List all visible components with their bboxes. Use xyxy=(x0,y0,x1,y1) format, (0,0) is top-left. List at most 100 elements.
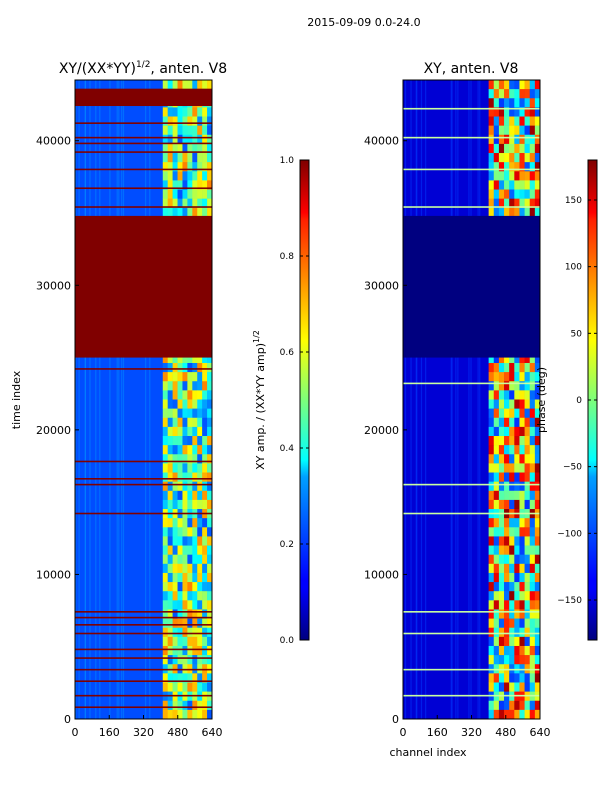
heatmap-cell xyxy=(197,426,203,437)
heatmap-cell xyxy=(488,116,495,126)
heatmap-cell xyxy=(162,80,168,90)
heatmap-cell xyxy=(172,682,178,692)
heatmap-cell xyxy=(197,134,203,145)
heatmap-cell xyxy=(519,645,525,656)
heatmap-cell xyxy=(529,426,536,437)
heatmap-cell xyxy=(182,143,188,154)
heatmap-cell xyxy=(207,536,213,546)
heatmap-cell xyxy=(207,655,213,665)
heatmap-cell xyxy=(509,98,515,108)
heatmap-cell xyxy=(207,134,213,145)
heatmap-cell xyxy=(182,591,188,601)
flag-row xyxy=(75,680,212,683)
heatmap-cell xyxy=(202,591,208,601)
heatmap-cell xyxy=(167,390,173,400)
heatmap-cell xyxy=(524,171,531,181)
heatmap-stripe xyxy=(149,80,151,719)
heatmap-cell xyxy=(162,417,168,428)
heatmap-cell xyxy=(197,353,203,364)
heatmap-cell xyxy=(534,545,541,555)
heatmap-cell xyxy=(172,545,178,555)
colorbar-tick-label: 1.0 xyxy=(280,156,295,166)
heatmap-stripe xyxy=(450,80,452,719)
heatmap-cell xyxy=(514,143,520,154)
heatmap-cell xyxy=(162,618,168,629)
heatmap-cell xyxy=(202,655,208,665)
heatmap-cell xyxy=(488,454,495,464)
heatmap-cell xyxy=(187,162,193,172)
heatmap-cell xyxy=(207,518,213,528)
heatmap-cell xyxy=(529,481,536,492)
heatmap-cell xyxy=(514,709,520,720)
heatmap-cell xyxy=(192,709,198,720)
heatmap-cell xyxy=(529,454,536,464)
heatmap-cell xyxy=(488,609,495,619)
heatmap-cell xyxy=(182,80,188,90)
heatmap-cell xyxy=(182,454,188,464)
heatmap-cell xyxy=(519,107,525,117)
heatmap-cell xyxy=(167,381,173,391)
flag-row xyxy=(75,694,212,697)
heatmap-cell xyxy=(197,390,203,400)
heatmap-cell xyxy=(534,408,541,419)
heatmap-cell xyxy=(524,107,531,117)
heatmap-cell xyxy=(167,180,173,190)
heatmap-cell xyxy=(514,582,520,592)
heatmap-cell xyxy=(182,536,188,546)
heatmap-cell xyxy=(493,445,500,455)
heatmap-stripe xyxy=(75,80,77,719)
heatmap-cell xyxy=(509,499,515,510)
heatmap-cell xyxy=(187,134,193,145)
heatmap-cell xyxy=(488,709,495,720)
heatmap-cell xyxy=(197,399,203,409)
heatmap-cell xyxy=(207,408,213,419)
heatmap-cell xyxy=(162,536,168,546)
heatmap-cell xyxy=(192,372,198,382)
heatmap-cell xyxy=(493,636,500,647)
heatmap-cell xyxy=(192,134,198,145)
heatmap-cell xyxy=(182,600,188,610)
heatmap-cell xyxy=(192,436,198,446)
heatmap-cell xyxy=(197,499,203,510)
heatmap-cell xyxy=(207,545,213,555)
heatmap-cell xyxy=(177,655,183,665)
heatmap-cell xyxy=(509,353,515,364)
heatmap-cell xyxy=(519,609,525,619)
heatmap-cell xyxy=(187,618,193,629)
heatmap-cell xyxy=(207,381,213,391)
heatmap-cell xyxy=(514,499,520,510)
heatmap-cell xyxy=(202,153,208,163)
heatmap-cell xyxy=(197,490,203,501)
heatmap-cell xyxy=(172,700,178,711)
heatmap-cell xyxy=(197,472,203,482)
heatmap-cell xyxy=(182,700,188,711)
heatmap-cell xyxy=(504,399,510,409)
heatmap-cell xyxy=(197,673,203,683)
heatmap-cell xyxy=(177,390,183,400)
heatmap-cell xyxy=(182,381,188,391)
heatmap-cell xyxy=(524,582,531,592)
heatmap-cell xyxy=(182,189,188,199)
heatmap-cell xyxy=(202,481,208,492)
heatmap-cell xyxy=(162,399,168,409)
heatmap-cell xyxy=(509,107,515,117)
heatmap-cell xyxy=(534,527,541,537)
heatmap-cell xyxy=(207,582,213,592)
heatmap-cell xyxy=(509,381,515,391)
heatmap-cell xyxy=(172,426,178,437)
heatmap-cell xyxy=(514,436,520,446)
heatmap-cell xyxy=(192,390,198,400)
heatmap-cell xyxy=(192,472,198,482)
heatmap-cell xyxy=(162,116,168,126)
heatmap-cell xyxy=(177,417,183,428)
heatmap-cell xyxy=(192,655,198,665)
heatmap-cell xyxy=(514,481,520,492)
heatmap-cell xyxy=(504,372,510,382)
heatmap-cell xyxy=(192,162,198,172)
heatmap-cell xyxy=(514,700,520,711)
heatmap-cell xyxy=(192,673,198,683)
heatmap-cell xyxy=(488,399,495,409)
heatmap-cell xyxy=(177,454,183,464)
heatmap-cell xyxy=(167,454,173,464)
heatmap-cell xyxy=(167,682,173,692)
